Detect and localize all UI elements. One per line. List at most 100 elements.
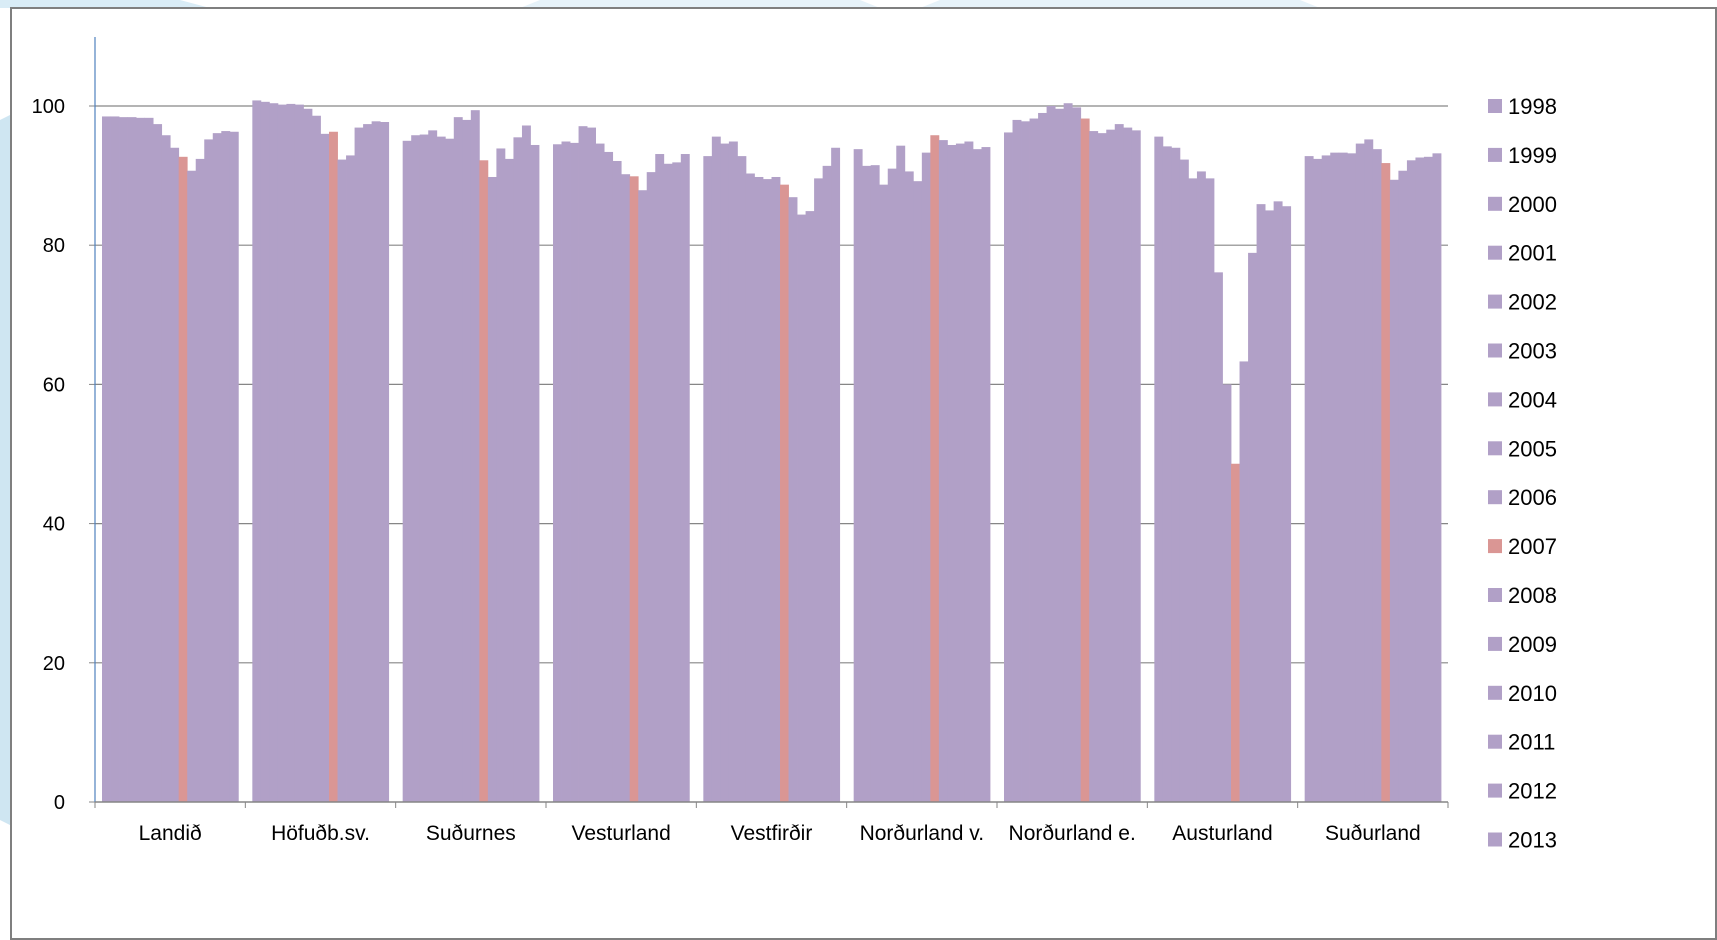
bar-2003-2	[445, 138, 455, 802]
bar-1999-2	[411, 135, 421, 803]
bar-2008-8	[1389, 179, 1399, 802]
legend-label: 2000	[1508, 192, 1557, 217]
bar-2008-1	[337, 159, 347, 803]
bar-2005-7	[1213, 272, 1223, 803]
bars	[102, 100, 1442, 803]
bar-1998-8	[1304, 156, 1314, 803]
bar-1998-2	[402, 140, 412, 803]
bar-1998-5	[853, 149, 863, 802]
bar-1998-0	[102, 116, 111, 802]
legend-item: 2008	[1488, 583, 1557, 608]
bar-2008-0	[187, 170, 197, 803]
bar-1999-6	[1012, 119, 1022, 803]
bar-2004-1	[303, 108, 313, 802]
y-tick-labels: 0 20 40 60 80 100	[32, 96, 65, 814]
bar-2009-8	[1398, 170, 1408, 803]
bar-2004-4	[754, 176, 764, 803]
bar-2000-4	[720, 143, 730, 802]
bar-2009-1	[346, 155, 355, 803]
bar-2007-0	[178, 156, 188, 802]
legend-item: 1998	[1488, 94, 1557, 119]
bar-2004-5	[904, 171, 914, 803]
bar-2004-7	[1205, 178, 1215, 802]
bar-2012-8	[1423, 156, 1433, 802]
bar-2003-3	[595, 143, 605, 802]
bar-2000-3	[570, 142, 579, 802]
legend-item: 2004	[1488, 387, 1557, 412]
bar-2001-4	[728, 141, 738, 802]
bar-1999-3	[561, 141, 571, 802]
bar-2006-2	[470, 110, 480, 803]
legend-swatch	[1488, 343, 1502, 358]
legend-item: 1999	[1488, 143, 1557, 168]
legend-swatch	[1488, 99, 1502, 113]
bar-1998-4	[703, 156, 713, 803]
bar-2012-6	[1123, 127, 1133, 802]
bar-2002-4	[737, 156, 747, 803]
bar-2010-0	[204, 139, 214, 802]
bar-1999-4	[711, 136, 721, 802]
bar-2002-6	[1038, 112, 1047, 802]
bar-2001-3	[578, 126, 588, 803]
legend-label: 2011	[1508, 730, 1555, 755]
bar-2005-8	[1364, 139, 1374, 802]
bar-2001-8	[1330, 152, 1340, 802]
bar-2010-7	[1256, 204, 1266, 802]
legend-label: 2003	[1508, 339, 1557, 364]
bar-2011-8	[1415, 157, 1425, 802]
bar-2012-7	[1273, 201, 1283, 803]
x-tick-label: Vesturland	[572, 822, 671, 845]
bar-2006-8	[1372, 149, 1382, 802]
bar-1999-0	[110, 116, 120, 802]
bar-2011-2	[513, 137, 523, 802]
bar-2012-5	[972, 149, 982, 802]
bar-2001-5	[879, 184, 889, 802]
bar-2006-4	[771, 176, 781, 803]
legend-item: 2013	[1488, 828, 1557, 853]
bar-2009-4	[797, 214, 806, 802]
chart: 0 20 40 60 80 100 Landið Höfuðb.sv. Suðurnes Ves…	[32, 37, 1557, 853]
x-tick-labels: Landið Höfuðb.sv. Suðurnes Vesturland Vestfi…	[139, 822, 1421, 845]
bar-2007-8	[1381, 163, 1391, 802]
bar-2009-3	[646, 172, 656, 802]
legend-item: 2006	[1488, 485, 1557, 510]
legend-label: 2004	[1508, 387, 1557, 412]
legend-swatch	[1488, 832, 1502, 847]
legend-item: 2009	[1488, 632, 1557, 657]
bar-1999-7	[1162, 146, 1172, 802]
bar-2009-5	[947, 144, 957, 803]
legend-item: 2001	[1488, 241, 1557, 266]
bar-2000-5	[870, 165, 880, 802]
bar-2003-8	[1347, 153, 1357, 802]
bar-2005-2	[462, 119, 472, 803]
bar-2003-5	[896, 145, 906, 803]
chart-frame: 0 20 40 60 80 100 Landið Höfuðb.sv. Suðurnes Ves…	[10, 7, 1717, 940]
bar-2010-5	[955, 143, 965, 802]
bar-2001-7	[1179, 159, 1189, 803]
bar-2008-4	[788, 197, 798, 802]
legend-item: 2011	[1488, 730, 1555, 755]
legend-swatch	[1488, 294, 1502, 309]
bar-2006-5	[921, 152, 931, 802]
legend-label: 2013	[1508, 828, 1557, 853]
bar-2010-8	[1406, 160, 1416, 803]
bar-2005-6	[1063, 103, 1073, 803]
bar-2013-0	[229, 131, 239, 802]
bar-2000-2	[419, 134, 429, 802]
legend-item: 2010	[1488, 681, 1557, 706]
legend-swatch	[1488, 490, 1502, 505]
legend-item: 2012	[1488, 779, 1557, 804]
bar-2003-6	[1046, 106, 1056, 802]
legend-swatch	[1488, 245, 1502, 260]
bar-2003-1	[294, 104, 304, 803]
legend-swatch	[1488, 783, 1502, 798]
legend-label: 1998	[1508, 94, 1557, 119]
bar-2010-1	[354, 127, 364, 802]
bar-2007-5	[930, 135, 940, 803]
bar-2007-1	[329, 131, 338, 802]
bar-2000-1	[269, 103, 279, 803]
axes	[89, 37, 1449, 808]
bar-2003-0	[144, 117, 154, 802]
bar-2005-1	[311, 115, 321, 803]
bar-2006-3	[621, 174, 631, 802]
